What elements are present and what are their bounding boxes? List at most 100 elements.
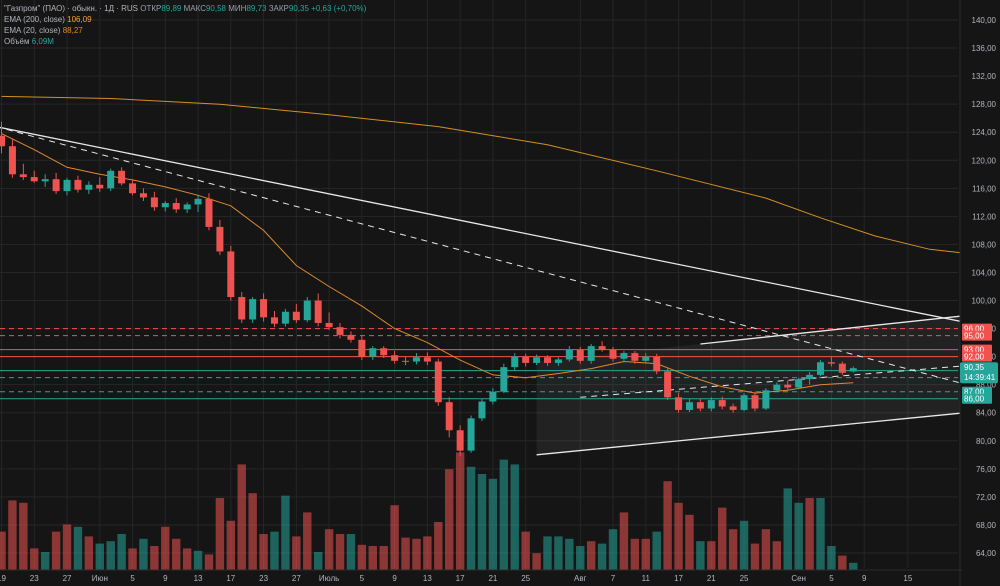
candle-down	[30, 177, 38, 182]
candle-up	[281, 311, 289, 324]
candle-down	[664, 371, 672, 398]
volume-bar	[390, 505, 399, 570]
level-price-tag[interactable]	[962, 351, 992, 362]
volume-bar	[597, 543, 607, 570]
volume-bar	[641, 538, 650, 570]
trend-line-solid[interactable]	[0, 126, 1000, 349]
channel-zone	[536, 315, 963, 455]
legend-ema200-row[interactable]: EMA (200, close) 106,09	[4, 14, 366, 25]
time-tick-label: 5	[130, 574, 135, 583]
price-axis[interactable]: 140,00 136,00 132,00 128,00 124,00 120,00 116,…	[959, 0, 1000, 586]
candle-up	[740, 395, 748, 410]
candle-down	[314, 300, 322, 323]
candle-down	[544, 357, 551, 363]
last-price-countdown: 14:39:41	[964, 373, 996, 382]
volume-bar	[554, 536, 563, 570]
candle-up	[554, 359, 562, 363]
time-tick-label: 11	[642, 574, 651, 583]
trend-line-dashed[interactable]	[0, 127, 1000, 419]
price-axis-background	[960, 0, 1000, 586]
candle-up	[795, 379, 803, 388]
volume-bar	[663, 481, 672, 570]
candle-down	[260, 299, 268, 318]
candle-down	[631, 353, 639, 361]
candle-up	[849, 368, 857, 372]
candle-down	[653, 356, 661, 372]
last-price-tag[interactable]	[960, 362, 998, 384]
level-price-tag[interactable]	[962, 330, 992, 341]
volume-bar	[270, 531, 279, 570]
volume-bar	[335, 534, 345, 570]
level-price-tag[interactable]	[962, 393, 992, 404]
time-tick-label: Сен	[791, 574, 806, 583]
time-tick-label: 27	[63, 574, 72, 583]
candle-down	[522, 356, 530, 363]
volume-bar	[521, 531, 530, 570]
candle-down	[434, 361, 442, 403]
price-tick-label: 128,00	[972, 100, 997, 109]
volume-bar	[84, 536, 94, 570]
candle-up	[41, 179, 49, 182]
volume-bar	[619, 512, 629, 570]
volume-bar	[455, 452, 465, 570]
time-tick-label: 23	[259, 574, 268, 583]
price-tick-label: 104,00	[972, 268, 997, 277]
candle-up	[63, 179, 71, 192]
candle-down	[8, 146, 16, 175]
candle-up	[511, 356, 519, 368]
volume-bar	[652, 531, 661, 570]
candle-up	[762, 390, 770, 409]
volume-bar	[95, 543, 104, 570]
volume-bar	[728, 529, 738, 570]
legend-ema200-value: 106,09	[67, 15, 92, 24]
volume-bar	[51, 531, 61, 570]
time-tick-label: 27	[292, 574, 301, 583]
volume-bar	[139, 538, 148, 570]
trend-line-solid[interactable]	[700, 302, 1000, 345]
time-tick-label: 17	[226, 574, 235, 583]
volume-bar	[19, 502, 28, 570]
legend-ema20-row[interactable]: EMA (20, close) 88,27	[4, 25, 366, 36]
time-axis[interactable]: 19 23 27 Июн 5 9 13 17 23 27 Июль 5 9 13 17 21 25 Авг 7 11 1…	[0, 569, 962, 583]
candle-up	[707, 400, 715, 409]
legend-high-value: 90,58	[205, 4, 227, 13]
time-tick-label: Июль	[319, 574, 339, 583]
volume-bar	[204, 554, 214, 570]
volume-bar	[150, 546, 159, 570]
candle-down	[172, 203, 180, 210]
candle-down	[19, 174, 27, 178]
volume-bar	[608, 529, 618, 570]
candle-down	[216, 226, 224, 252]
candle-up	[489, 391, 497, 402]
candle-down	[96, 184, 104, 189]
volume-bar	[445, 469, 454, 570]
volume-bar	[565, 538, 574, 570]
legend-high-label: МАКС	[183, 4, 206, 13]
legend-ohlc-row: "Газпром" (ПАО) · обыкн. · 1Д · RUS ОТКР…	[4, 3, 366, 14]
candle-down	[696, 402, 704, 409]
volume-bar	[324, 529, 334, 570]
volume-bar	[292, 536, 301, 570]
volume-bar	[499, 459, 509, 570]
volume-bar	[794, 502, 803, 570]
trend-line-dashed[interactable]	[580, 355, 1000, 398]
volume-bar	[423, 536, 432, 570]
legend-volume-label: Объём	[4, 37, 30, 46]
time-tick-label: 13	[423, 574, 432, 583]
candle-down	[0, 135, 5, 147]
price-tick-label: 120,00	[972, 156, 997, 165]
horizontal-levels	[0, 328, 958, 400]
volume-bar	[466, 466, 476, 570]
candle-up	[533, 357, 541, 363]
price-tick-label: 84,00	[976, 409, 997, 418]
trend-line-solid[interactable]	[536, 400, 1000, 456]
price-tick-label: 112,00	[972, 212, 996, 221]
time-tick-label: 7	[611, 574, 616, 583]
trend-lines[interactable]	[0, 126, 1000, 456]
candle-down	[827, 362, 835, 364]
volume-bar	[30, 548, 39, 570]
volume-bar	[488, 478, 498, 570]
legend-symbol[interactable]: "Газпром" (ПАО) · обыкн. · 1Д · RUS	[4, 4, 139, 13]
legend-volume-row[interactable]: Объём 6,09M	[4, 36, 366, 47]
